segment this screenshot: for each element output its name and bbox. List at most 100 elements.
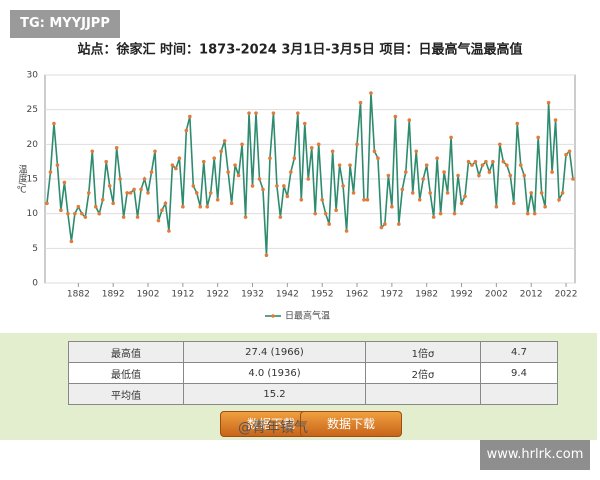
data-point bbox=[254, 111, 258, 115]
data-point bbox=[470, 163, 474, 167]
data-point bbox=[501, 159, 506, 164]
data-point bbox=[316, 142, 321, 147]
data-point bbox=[505, 163, 509, 167]
data-point bbox=[146, 191, 150, 195]
data-point bbox=[194, 191, 199, 195]
x-tick-label: 1972 bbox=[380, 290, 403, 300]
data-point bbox=[466, 159, 471, 164]
data-point bbox=[118, 177, 122, 181]
y-tick-label: 20 bbox=[27, 140, 39, 150]
data-point bbox=[358, 100, 363, 105]
data-point bbox=[184, 128, 189, 133]
data-point bbox=[66, 211, 70, 216]
data-point bbox=[156, 218, 161, 223]
data-point bbox=[121, 215, 126, 219]
data-point bbox=[198, 204, 203, 209]
watermark: TG: MYYJJPP bbox=[10, 10, 120, 38]
data-point bbox=[362, 198, 366, 202]
data-point bbox=[553, 118, 558, 122]
data-point bbox=[518, 163, 523, 167]
data-point bbox=[522, 173, 527, 178]
data-point bbox=[149, 170, 154, 174]
cell: 4.7 bbox=[480, 341, 558, 363]
data-point bbox=[73, 211, 77, 216]
data-point bbox=[278, 215, 283, 219]
data-point bbox=[459, 201, 464, 206]
x-tick-label: 1882 bbox=[67, 290, 90, 300]
legend-marker bbox=[271, 314, 275, 318]
x-tick-label: 1992 bbox=[450, 290, 473, 300]
x-tick-label: 1962 bbox=[346, 290, 369, 300]
data-point bbox=[240, 142, 244, 147]
data-point bbox=[128, 191, 133, 195]
cell: 2倍σ bbox=[365, 362, 481, 384]
data-point bbox=[379, 225, 384, 230]
data-point bbox=[142, 177, 147, 181]
y-tick-label: 5 bbox=[32, 244, 38, 254]
cell: 平均值 bbox=[68, 383, 184, 405]
data-point bbox=[334, 208, 338, 212]
data-point bbox=[403, 170, 408, 174]
data-point bbox=[417, 198, 422, 202]
data-point bbox=[299, 198, 304, 202]
data-point bbox=[341, 184, 345, 188]
data-point bbox=[163, 201, 168, 206]
data-point bbox=[428, 191, 432, 195]
cell bbox=[365, 383, 481, 405]
data-point bbox=[93, 204, 98, 209]
data-point bbox=[452, 211, 457, 216]
data-point bbox=[222, 139, 227, 143]
data-point bbox=[383, 222, 387, 226]
data-point bbox=[410, 191, 415, 195]
data-point bbox=[477, 173, 481, 178]
data-point bbox=[351, 191, 356, 195]
data-point bbox=[348, 163, 352, 167]
cell: 1倍σ bbox=[365, 341, 481, 363]
data-point bbox=[236, 173, 241, 178]
data-point bbox=[104, 159, 109, 164]
data-point bbox=[550, 170, 554, 174]
data-point bbox=[55, 163, 60, 167]
data-point bbox=[407, 118, 412, 122]
data-point bbox=[400, 187, 405, 192]
data-point bbox=[292, 156, 297, 160]
data-point bbox=[289, 170, 293, 174]
data-point bbox=[491, 159, 495, 164]
data-point bbox=[243, 215, 248, 219]
x-tick-label: 1952 bbox=[311, 290, 334, 300]
data-point bbox=[135, 215, 140, 219]
data-point bbox=[390, 204, 394, 209]
chart: 站点：徐家汇 时间：1873-2024 3月1日-3月5日 项目：日最高气温最高… bbox=[17, 42, 578, 322]
data-point bbox=[52, 121, 56, 126]
data-point bbox=[170, 163, 175, 167]
data-point bbox=[484, 159, 488, 164]
data-point bbox=[449, 135, 453, 140]
data-point bbox=[393, 114, 398, 119]
download-button[interactable]: 数据下载 bbox=[300, 411, 402, 437]
data-point bbox=[369, 91, 373, 95]
data-point bbox=[508, 173, 513, 178]
data-point bbox=[212, 156, 217, 160]
data-point bbox=[571, 177, 575, 181]
x-tick-label: 1982 bbox=[415, 290, 438, 300]
data-point bbox=[557, 198, 561, 202]
data-point bbox=[330, 149, 335, 154]
x-tick-label: 1932 bbox=[241, 290, 264, 300]
data-point bbox=[107, 184, 112, 188]
data-point bbox=[511, 201, 516, 206]
data-point bbox=[365, 198, 370, 202]
data-point bbox=[323, 211, 328, 216]
data-point bbox=[309, 146, 314, 150]
data-point bbox=[532, 211, 537, 216]
data-point bbox=[560, 191, 565, 195]
y-tick-label: 15 bbox=[27, 175, 38, 185]
legend-label: 日最高气温 bbox=[285, 310, 330, 322]
data-point bbox=[282, 184, 286, 188]
x-tick-label: 1892 bbox=[102, 290, 125, 300]
data-point bbox=[397, 222, 401, 226]
cell: 4.0 (1936) bbox=[183, 362, 366, 384]
data-point bbox=[494, 204, 499, 209]
y-tick-label: 30 bbox=[27, 71, 39, 81]
watermark: @青年镇气 bbox=[238, 420, 308, 436]
